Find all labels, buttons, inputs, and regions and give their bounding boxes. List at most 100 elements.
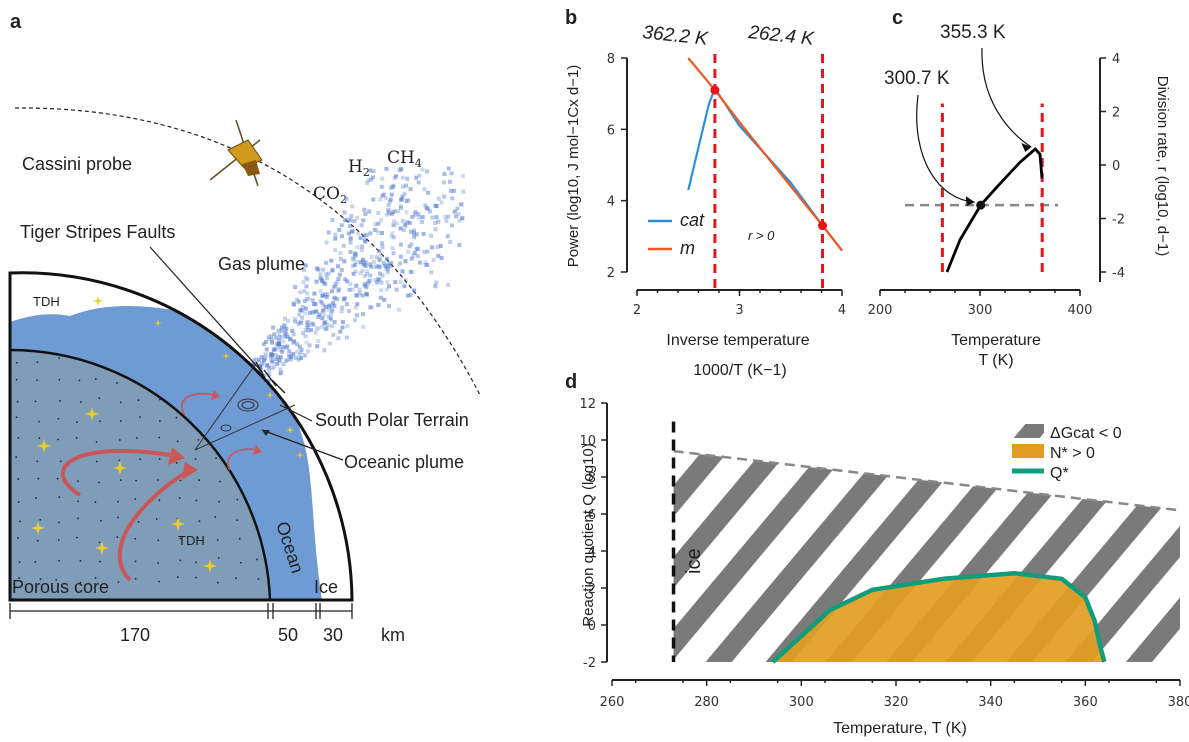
pore-dot	[75, 536, 78, 539]
plume-dot	[408, 187, 413, 192]
plume-dot	[387, 264, 392, 269]
pore-dot	[38, 420, 40, 423]
plume-dot	[318, 272, 323, 277]
plume-dot	[372, 228, 377, 232]
plume-dot	[328, 316, 333, 321]
pore-dot	[214, 516, 217, 518]
plume-dot	[259, 355, 264, 360]
pore-dot	[37, 477, 40, 480]
plume-dot	[277, 341, 281, 346]
pore-dot	[34, 561, 37, 563]
pore-dot	[135, 437, 138, 439]
plume-dot	[320, 316, 325, 321]
tdh-label-top: TDH	[33, 294, 60, 309]
plume-dot	[346, 217, 351, 222]
plume-dot	[337, 228, 342, 232]
plume-dot	[332, 303, 337, 308]
plume-dot	[332, 284, 337, 289]
plume-dot	[415, 254, 420, 259]
plume-dot	[442, 172, 447, 176]
plume-dot	[304, 320, 309, 325]
core-layer	[10, 349, 270, 600]
plume-dot	[329, 311, 334, 316]
pore-dot	[95, 460, 98, 463]
plume-dot	[305, 324, 310, 329]
plume-dot	[352, 219, 357, 224]
plume-dot	[268, 354, 273, 359]
plume-dot	[421, 231, 426, 236]
plume-dot	[333, 236, 338, 241]
plume-dot	[407, 220, 412, 225]
plume-dot	[310, 298, 315, 303]
pore-dot	[116, 536, 119, 539]
plume-dot	[279, 325, 284, 330]
plume-dot	[380, 241, 385, 246]
plume-dot	[339, 223, 344, 228]
pore-dot	[79, 559, 82, 562]
pore-dot	[218, 500, 220, 503]
plume-dot	[385, 266, 390, 271]
plume-dot	[391, 251, 396, 256]
plume-dot	[350, 287, 355, 292]
plume-dot	[353, 305, 358, 310]
plume-dot	[360, 268, 365, 273]
pore-dot	[36, 361, 39, 364]
plume-dot	[323, 320, 328, 325]
panel-d: d -2 0 2 4 6 8 10 12 260 280 300 320 340 360 380 ice R…	[565, 371, 1189, 737]
d-y-tick-label: 6	[588, 508, 596, 523]
plume-dot	[417, 173, 422, 178]
pore-dot	[57, 417, 60, 420]
plume-dot	[344, 335, 349, 340]
plume-dot	[389, 234, 394, 239]
h2-label: H2	[348, 157, 370, 179]
b-ylabel: Power (log10, J mol−1Cx d−1)	[565, 65, 582, 268]
plume-dot	[284, 345, 289, 350]
b-legend-label-cat: cat	[680, 210, 705, 230]
plume-dot	[375, 280, 380, 285]
plume-dot	[261, 342, 266, 347]
plume-dot	[289, 355, 294, 360]
plume-dot	[362, 207, 367, 212]
pore-dot	[218, 480, 221, 483]
b-x-tick-label: 2	[633, 303, 641, 318]
plume-dot	[385, 280, 390, 285]
plume-dot	[382, 297, 387, 302]
plume-dot	[333, 232, 338, 237]
plume-dot	[406, 293, 410, 298]
plume-dot	[278, 367, 283, 372]
plume-dot	[319, 324, 324, 329]
pore-dot	[179, 559, 182, 562]
pore-dot	[176, 440, 179, 443]
plume-dot	[385, 256, 390, 261]
plume-dot	[276, 354, 281, 359]
pore-dot	[158, 436, 161, 439]
plume-dot	[357, 291, 362, 296]
plume-dot	[412, 230, 416, 235]
plume-dot	[330, 308, 335, 313]
b-r-label: r > 0	[748, 228, 775, 243]
plume-dot	[363, 264, 368, 269]
panel-c-plot: -4 -2 0 2 4 200 300 400	[868, 47, 1125, 318]
plume-dot	[378, 271, 382, 276]
pore-dot	[36, 379, 39, 382]
legend-label-orange: N* > 0	[1050, 445, 1095, 462]
plume-dot	[325, 295, 329, 300]
pore-dot	[15, 456, 18, 459]
d-y-tick-label: 12	[579, 397, 596, 412]
plume-dot	[423, 260, 428, 265]
plume-dot	[361, 312, 366, 317]
pore-dot	[58, 559, 60, 562]
plume-dot	[359, 248, 364, 253]
plume-dot	[393, 280, 398, 285]
plume-dot	[354, 293, 359, 297]
plume-dot	[369, 254, 374, 259]
plume-dot	[375, 255, 379, 260]
b-legend-label-m: m	[680, 238, 695, 258]
plume-dot	[338, 329, 343, 334]
plume-dot	[330, 268, 335, 273]
plume-dot	[420, 167, 425, 172]
plume-dot	[277, 358, 282, 363]
plume-dot	[322, 348, 327, 353]
plume-dot	[360, 257, 365, 262]
plume-dot	[284, 358, 289, 363]
